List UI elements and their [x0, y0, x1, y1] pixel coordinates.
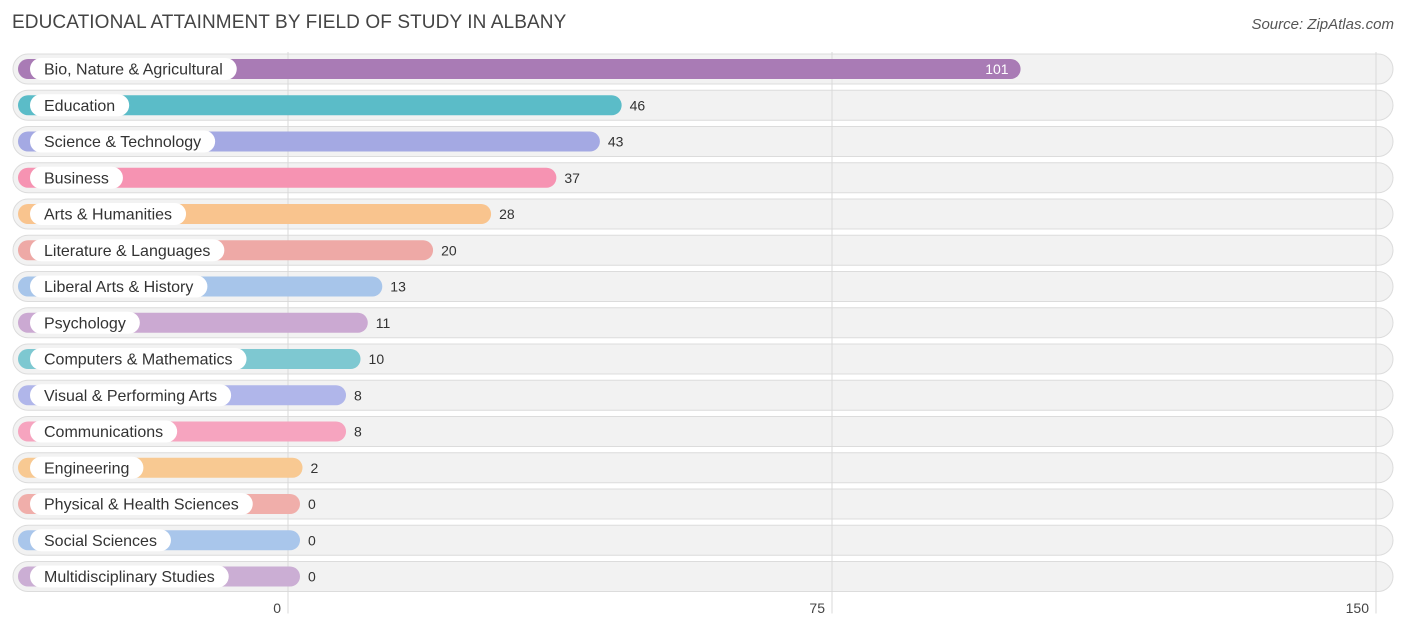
value-label: 0: [308, 532, 316, 548]
value-label: 8: [354, 387, 362, 403]
category-label: Communications: [44, 424, 163, 441]
row-background: [12, 561, 1394, 592]
x-tick-label: 75: [809, 600, 825, 616]
category-label: Physical & Health Sciences: [44, 497, 239, 514]
value-label: 8: [354, 424, 362, 440]
category-label-pill: [30, 94, 130, 117]
category-label: Liberal Arts & History: [44, 279, 193, 296]
category-label: Engineering: [44, 460, 129, 477]
value-label: 101: [985, 61, 1009, 77]
value-label: 0: [308, 496, 316, 512]
row-background: [12, 379, 1394, 411]
category-label: Literature & Languages: [44, 243, 210, 260]
value-label: 43: [608, 134, 624, 150]
value-label: 28: [499, 206, 515, 222]
category-label-pill: [30, 420, 178, 443]
bar: [18, 59, 1021, 79]
category-label: Visual & Performing Arts: [44, 388, 217, 405]
category-label: Bio, Nature & Agricultural: [44, 62, 223, 79]
x-tick-label: 150: [1346, 600, 1370, 616]
value-label: 10: [369, 351, 385, 367]
row-background: [12, 452, 1394, 484]
x-axis-ticks: 0 75 150: [273, 600, 1369, 616]
value-label: 20: [441, 242, 457, 258]
category-label-pill: [30, 456, 144, 479]
category-label-pill: [30, 529, 171, 552]
category-label-pill: [30, 493, 253, 515]
category-label-pill: [30, 311, 140, 334]
source-note: Source: ZipAtlas.com: [1251, 16, 1394, 33]
category-label-pill: [30, 275, 208, 298]
category-label-pill: [30, 348, 247, 370]
category-label: Education: [44, 98, 115, 115]
category-label-pill: [30, 130, 216, 153]
bar: [18, 167, 557, 188]
category-label: Business: [44, 170, 109, 187]
value-label: 46: [630, 97, 646, 113]
category-label-pill: [30, 384, 232, 407]
chart-title: EDUCATIONAL ATTAINMENT BY FIELD OF STUDY…: [12, 12, 567, 33]
category-label: Arts & Humanities: [44, 207, 172, 224]
category-label: Psychology: [44, 315, 126, 332]
category-label: Science & Technology: [44, 134, 201, 151]
value-label: 11: [376, 315, 391, 331]
row-background: [12, 488, 1394, 520]
row-background: [12, 343, 1394, 375]
value-label: 0: [308, 569, 316, 585]
category-label: Computers & Mathematics: [44, 352, 233, 369]
category-label-pill: [30, 58, 237, 80]
value-label: 37: [564, 170, 580, 186]
category-label-pill: [30, 166, 123, 189]
category-label-pill: [30, 565, 229, 588]
value-label: 2: [311, 460, 319, 476]
category-label-pill: [30, 239, 225, 262]
category-label: Multidisciplinary Studies: [44, 569, 215, 586]
category-label: Social Sciences: [44, 533, 157, 550]
row-background: [12, 416, 1394, 447]
row-background: [12, 524, 1394, 556]
bar: [18, 95, 622, 116]
value-label: 13: [390, 279, 406, 295]
bars-layer: Bio, Nature & Agricultural 101 Education 46…: [18, 58, 1021, 588]
category-label-pill: [30, 203, 187, 225]
x-tick-label: 0: [273, 600, 281, 616]
